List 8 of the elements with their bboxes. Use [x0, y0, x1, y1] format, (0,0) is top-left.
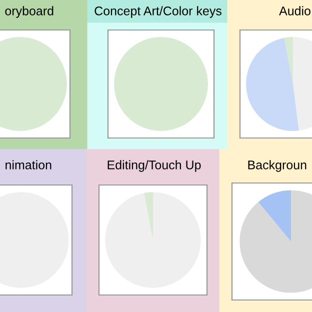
chart-title: Backgroun	[248, 160, 306, 172]
chart-title: Concept Art/Color keys	[94, 6, 222, 18]
chart-title: nimation	[6, 160, 52, 170]
pie-slice	[105, 192, 201, 288]
chart-title: Audio	[279, 6, 310, 16]
chart-title: oryboard	[5, 6, 54, 18]
chart-title: Editing/Touch Up	[108, 160, 201, 172]
pie-slice	[144, 192, 153, 240]
